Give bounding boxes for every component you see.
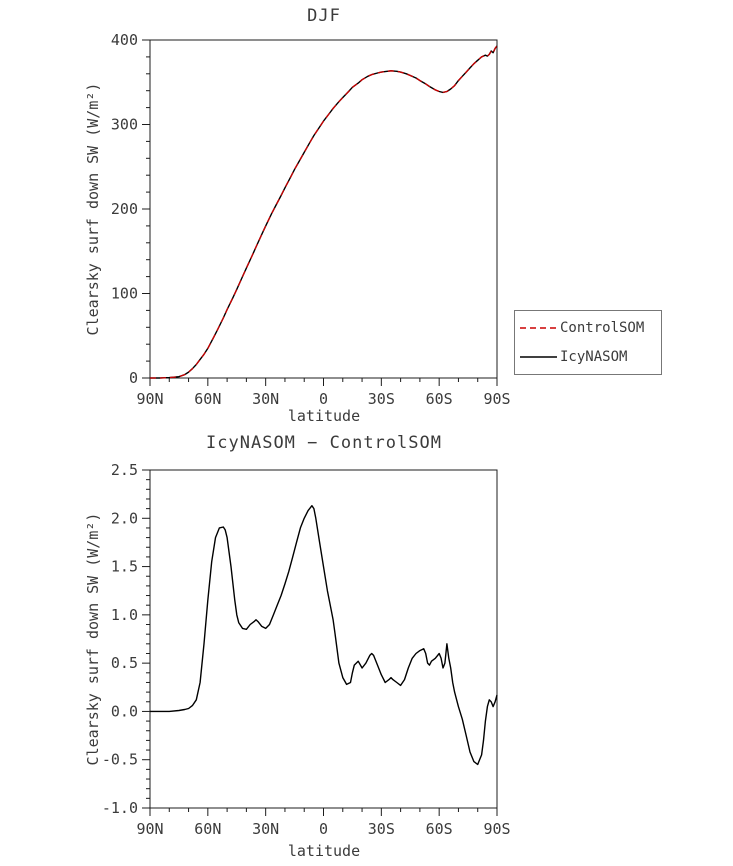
x-tick-label: 90N — [136, 820, 163, 838]
y-tick-label: 1.5 — [111, 558, 138, 576]
legend-item-controlsom: ControlSOM — [520, 320, 656, 336]
icynasom-solid-line-sample — [520, 356, 557, 358]
y-tick-label: -0.5 — [102, 751, 138, 769]
y-tick-label: 300 — [111, 116, 138, 134]
y-tick-label: 2.0 — [111, 509, 138, 527]
series-line-controlsom — [150, 45, 498, 379]
top-chart-x-axis-label: latitude — [287, 407, 361, 425]
x-tick-label: 0 — [319, 390, 328, 408]
x-tick-label: 60S — [426, 390, 453, 408]
x-tick-label: 90S — [483, 390, 510, 408]
series-line-icynasom — [150, 45, 498, 379]
y-tick-label: 0 — [129, 369, 138, 387]
series-line-icynasom-controlsom — [150, 504, 498, 766]
x-tick-label: 30S — [368, 390, 395, 408]
legend: ControlSOM IcyNASOM — [514, 310, 662, 375]
x-tick-label: 90N — [136, 390, 163, 408]
y-tick-label: 100 — [111, 285, 138, 303]
y-tick-label: -1.0 — [102, 799, 138, 817]
x-tick-label: 30N — [252, 390, 279, 408]
plot-frame — [149, 469, 498, 809]
legend-label-controlsom: ControlSOM — [560, 320, 645, 336]
y-tick-label: 0.5 — [111, 654, 138, 672]
y-tick-label: 2.5 — [111, 461, 138, 479]
controlsom-dashed-line-sample — [520, 327, 557, 329]
x-tick-label: 60N — [194, 820, 221, 838]
x-tick-label: 0 — [319, 820, 328, 838]
x-tick-label: 90S — [483, 820, 510, 838]
legend-label-icynasom: IcyNASOM — [560, 349, 628, 365]
x-tick-label: 60S — [426, 820, 453, 838]
legend-item-icynasom: IcyNASOM — [520, 349, 656, 365]
top-chart-title: DJF — [307, 6, 341, 26]
top-chart-plot: 90N 60N 30N 0 30S 60S 90S 0 100 200 300 400 — [111, 31, 511, 408]
bottom-chart-title: IcyNASOM − ControlSOM — [206, 433, 442, 453]
y-tick-label: 0.0 — [111, 702, 138, 720]
plot-frame — [149, 39, 498, 379]
x-tick-label: 30S — [368, 820, 395, 838]
y-tick-label: 1.0 — [111, 606, 138, 624]
y-tick-label: 400 — [111, 31, 138, 49]
bottom-chart-x-axis-label: latitude — [287, 842, 361, 860]
bottom-chart-plot: 90N 60N 30N 0 30S 60S 90S -1.0 -0.5 0.0 0.5 1.0 1.5 2… — [102, 461, 511, 838]
x-tick-label: 60N — [194, 390, 221, 408]
y-tick-label: 200 — [111, 200, 138, 218]
x-tick-label: 30N — [252, 820, 279, 838]
